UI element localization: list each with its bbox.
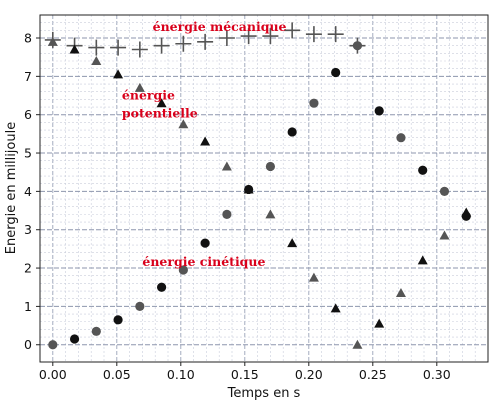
mechanical-energy-marker — [284, 22, 301, 39]
x-tick-label: 0.05 — [103, 367, 131, 382]
kinetic-energy-marker — [331, 67, 341, 78]
kinetic-energy-marker — [374, 106, 384, 116]
potential-energy-marker — [287, 238, 298, 248]
kinetic-energy-marker — [200, 238, 210, 248]
potential-energy-marker — [221, 161, 232, 171]
mechanical-energy-marker — [327, 26, 344, 43]
kinetic-energy-marker — [352, 41, 363, 51]
potential-energy-marker — [352, 339, 363, 349]
annotation-label: potentielle — [122, 105, 198, 120]
kinetic-energy-marker — [439, 186, 450, 196]
mechanical-energy-marker — [153, 37, 170, 54]
mechanical-energy-marker — [262, 28, 279, 45]
annotation-label: énergie mécanique — [153, 19, 287, 34]
potential-energy-marker — [374, 318, 385, 328]
kinetic-energy-marker — [48, 340, 58, 350]
y-tick-label: 6 — [24, 107, 32, 122]
kinetic-energy-marker — [396, 133, 406, 143]
annotation-label: énergie cinétique — [142, 254, 265, 269]
mechanical-energy-marker — [88, 39, 105, 56]
potential-energy-marker — [308, 272, 319, 282]
y-tick-label: 5 — [24, 146, 32, 161]
kinetic-energy-marker — [113, 315, 123, 325]
x-tick-label: 0.25 — [359, 367, 387, 382]
potential-energy-marker — [156, 98, 167, 108]
kinetic-energy-marker — [287, 127, 297, 137]
x-tick-label: 0.30 — [423, 367, 451, 382]
kinetic-energy-marker — [265, 161, 275, 172]
potential-energy-marker — [439, 230, 450, 240]
kinetic-energy-marker — [135, 301, 145, 312]
potential-energy-marker — [134, 82, 145, 92]
potential-energy-marker — [330, 303, 341, 313]
x-tick-label: 0.00 — [39, 367, 67, 382]
x-tick-label: 0.10 — [167, 367, 195, 382]
x-tick-label: 0.20 — [295, 367, 323, 382]
potential-energy-marker — [395, 287, 406, 297]
mechanical-energy-marker — [305, 26, 322, 43]
x-axis-label: Temps en s — [227, 386, 301, 401]
potential-energy-marker — [265, 209, 276, 219]
y-tick-label: 8 — [24, 31, 32, 46]
potential-energy-marker — [91, 56, 102, 66]
plot-grid — [39, 15, 489, 362]
y-ticks: 0 1 2 3 4 5 6 7 8 — [24, 31, 40, 352]
y-axis-label: Energie en millijoule — [4, 122, 19, 254]
kinetic-energy-marker — [178, 265, 188, 275]
kinetic-energy-marker — [244, 184, 254, 195]
plot-frame — [39, 14, 489, 363]
annotations: énergie mécanique énergie potentielle énerg… — [122, 19, 287, 269]
mechanical-energy-marker — [110, 39, 127, 56]
x-tick-label: 0.15 — [231, 367, 259, 382]
potential-energy-marker — [113, 69, 124, 79]
kinetic-energy-marker — [157, 282, 167, 292]
potential-energy-marker — [178, 119, 189, 129]
y-tick-label: 3 — [24, 222, 32, 237]
potential-energy-marker — [417, 255, 428, 265]
mechanical-energy-marker — [175, 35, 192, 52]
x-ticks: 0.00 0.05 0.10 0.15 0.20 0.25 0.30 — [39, 362, 451, 382]
kinetic-energy-marker — [461, 211, 471, 221]
potential-energy-marker — [69, 44, 80, 54]
mechanical-energy-marker — [197, 33, 214, 50]
kinetic-energy-marker — [309, 98, 319, 108]
y-tick-label: 4 — [24, 184, 32, 199]
potential-energy-marker — [47, 36, 58, 46]
y-tick-label: 0 — [24, 337, 32, 352]
y-tick-label: 7 — [24, 69, 32, 84]
y-tick-label: 1 — [24, 299, 32, 314]
mechanical-energy-marker — [240, 28, 257, 45]
mechanical-energy-marker — [131, 41, 148, 58]
kinetic-energy-marker — [69, 334, 80, 344]
annotation-label: énergie — [122, 87, 175, 102]
data-markers — [44, 22, 472, 350]
kinetic-energy-marker — [418, 165, 428, 175]
kinetic-energy-marker — [222, 209, 232, 219]
mechanical-energy-marker — [218, 30, 235, 47]
y-tick-label: 2 — [24, 261, 32, 276]
kinetic-energy-marker — [91, 326, 101, 336]
potential-energy-marker — [200, 136, 211, 146]
